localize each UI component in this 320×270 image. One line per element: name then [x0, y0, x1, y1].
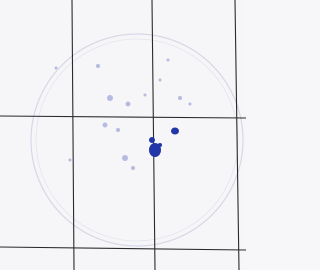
- speck: [189, 103, 192, 106]
- speck: [144, 94, 147, 97]
- speck: [167, 59, 170, 62]
- speck: [69, 159, 72, 162]
- page: {}: [0, 0, 246, 270]
- speck: [116, 128, 120, 132]
- speck: [96, 64, 100, 68]
- speck: [103, 123, 108, 128]
- speck: [131, 166, 135, 170]
- colony: [158, 143, 162, 147]
- speck: [107, 95, 113, 101]
- background: [0, 0, 246, 270]
- speck: [178, 96, 182, 100]
- speck: [55, 67, 58, 70]
- colony: [149, 137, 155, 143]
- photo: [0, 0, 246, 270]
- speck: [126, 102, 131, 107]
- speck: [159, 79, 162, 82]
- colony: [171, 128, 179, 135]
- speck: [122, 155, 128, 161]
